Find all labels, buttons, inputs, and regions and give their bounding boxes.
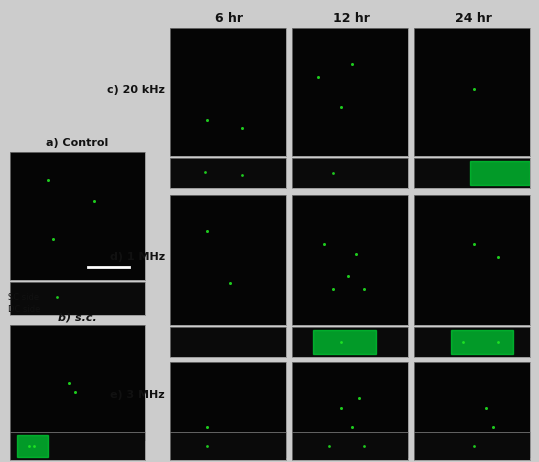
Text: DC side: DC side bbox=[8, 305, 40, 315]
Text: b) s.c.: b) s.c. bbox=[58, 313, 96, 323]
Text: a) Control: a) Control bbox=[46, 138, 108, 148]
Text: SC side: SC side bbox=[8, 292, 39, 302]
Bar bbox=[17, 435, 48, 457]
Text: 6 hr: 6 hr bbox=[215, 12, 243, 24]
Bar bbox=[451, 330, 513, 354]
Text: 24 hr: 24 hr bbox=[454, 12, 492, 24]
Bar bbox=[313, 330, 376, 354]
Text: 12 hr: 12 hr bbox=[333, 12, 369, 24]
Bar bbox=[469, 161, 530, 185]
Text: e) 3 MHz: e) 3 MHz bbox=[110, 390, 165, 400]
Text: c) 20 kHz: c) 20 kHz bbox=[107, 85, 165, 95]
Text: d) 1 MHz: d) 1 MHz bbox=[110, 252, 165, 262]
